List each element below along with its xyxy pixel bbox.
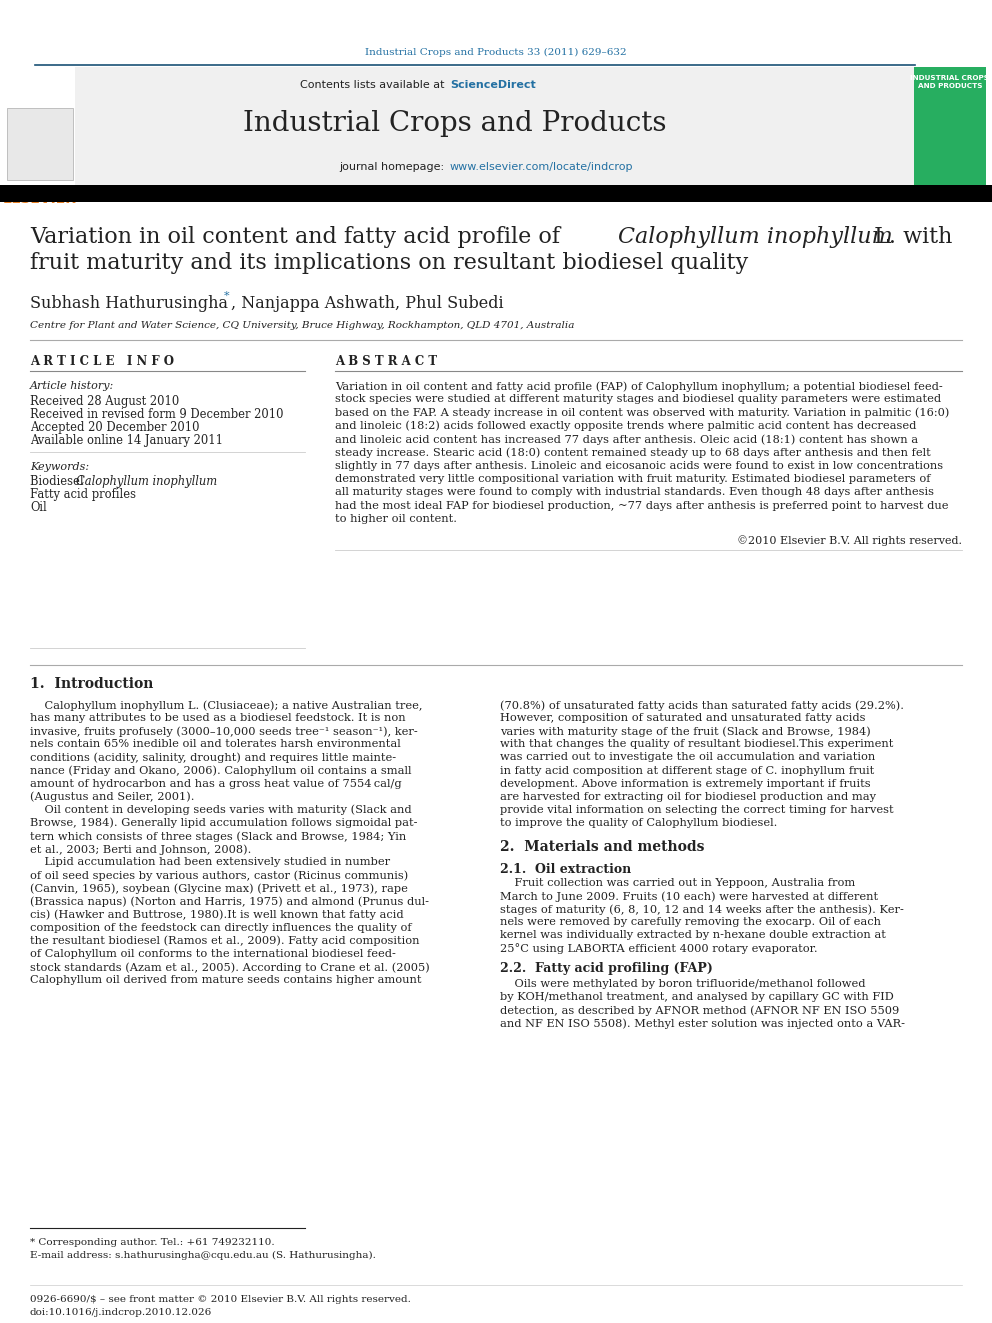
Text: Accepted 20 December 2010: Accepted 20 December 2010 bbox=[30, 421, 199, 434]
Text: stock species were studied at different maturity stages and biodiesel quality pa: stock species were studied at different … bbox=[335, 394, 941, 405]
Text: cis) (Hawker and Buttrose, 1980).It is well known that fatty acid: cis) (Hawker and Buttrose, 1980).It is w… bbox=[30, 910, 404, 921]
Text: ScienceDirect: ScienceDirect bbox=[450, 79, 536, 90]
Text: conditions (acidity, salinity, drought) and requires little mainte-: conditions (acidity, salinity, drought) … bbox=[30, 753, 396, 763]
Text: , Nanjappa Ashwath, Phul Subedi: , Nanjappa Ashwath, Phul Subedi bbox=[231, 295, 504, 312]
Text: (Canvin, 1965), soybean (Glycine max) (Privett et al., 1973), rape: (Canvin, 1965), soybean (Glycine max) (P… bbox=[30, 884, 408, 894]
Text: Oil content in developing seeds varies with maturity (Slack and: Oil content in developing seeds varies w… bbox=[30, 804, 412, 815]
Bar bbox=[7, 108, 73, 180]
Text: development. Above information is extremely important if fruits: development. Above information is extrem… bbox=[500, 779, 871, 789]
Text: Industrial Crops and Products: Industrial Crops and Products bbox=[243, 110, 667, 138]
Text: the resultant biodiesel (Ramos et al., 2009). Fatty acid composition: the resultant biodiesel (Ramos et al., 2… bbox=[30, 935, 420, 946]
Text: provide vital information on selecting the correct timing for harvest: provide vital information on selecting t… bbox=[500, 804, 894, 815]
Text: Received in revised form 9 December 2010: Received in revised form 9 December 2010 bbox=[30, 407, 284, 421]
Text: (70.8%) of unsaturated fatty acids than saturated fatty acids (29.2%).: (70.8%) of unsaturated fatty acids than … bbox=[500, 700, 904, 710]
Text: Calophyllum inophyllum L. (Clusiaceae); a native Australian tree,: Calophyllum inophyllum L. (Clusiaceae); … bbox=[30, 700, 423, 710]
Text: stages of maturity (6, 8, 10, 12 and 14 weeks after the anthesis). Ker-: stages of maturity (6, 8, 10, 12 and 14 … bbox=[500, 904, 904, 914]
Text: Industrial Crops and Products 33 (2011) 629–632: Industrial Crops and Products 33 (2011) … bbox=[365, 48, 627, 57]
Text: A B S T R A C T: A B S T R A C T bbox=[335, 355, 437, 368]
Text: 2.1.  Oil extraction: 2.1. Oil extraction bbox=[500, 863, 631, 876]
Text: to improve the quality of Calophyllum biodiesel.: to improve the quality of Calophyllum bi… bbox=[500, 818, 778, 828]
Text: Calophyllum oil derived from mature seeds contains higher amount: Calophyllum oil derived from mature seed… bbox=[30, 975, 422, 986]
Text: E-mail address: s.hathurusingha@cqu.edu.au (S. Hathurusingha).: E-mail address: s.hathurusingha@cqu.edu.… bbox=[30, 1252, 376, 1259]
Text: composition of the feedstock can directly influences the quality of: composition of the feedstock can directl… bbox=[30, 922, 412, 933]
Text: are harvested for extracting oil for biodiesel production and may: are harvested for extracting oil for bio… bbox=[500, 791, 876, 802]
Text: Subhash Hathurusingha: Subhash Hathurusingha bbox=[30, 295, 228, 312]
Text: tern which consists of three stages (Slack and Browse, 1984; Yin: tern which consists of three stages (Sla… bbox=[30, 831, 407, 841]
Text: in fatty acid composition at different stage of C. inophyllum fruit: in fatty acid composition at different s… bbox=[500, 766, 874, 775]
Text: Variation in oil content and fatty acid profile of: Variation in oil content and fatty acid … bbox=[30, 226, 567, 247]
Text: by KOH/methanol treatment, and analysed by capillary GC with FID: by KOH/methanol treatment, and analysed … bbox=[500, 992, 894, 1002]
Text: has many attributes to be used as a biodiesel feedstock. It is non: has many attributes to be used as a biod… bbox=[30, 713, 406, 724]
Text: and NF EN ISO 5508). Methyl ester solution was injected onto a VAR-: and NF EN ISO 5508). Methyl ester soluti… bbox=[500, 1019, 905, 1029]
Text: journal homepage:: journal homepage: bbox=[339, 161, 448, 172]
Text: Oils were methylated by boron trifluoride/methanol followed: Oils were methylated by boron trifluorid… bbox=[500, 979, 865, 990]
Bar bbox=[75, 67, 915, 185]
Text: detection, as described by AFNOR method (AFNOR NF EN ISO 5509: detection, as described by AFNOR method … bbox=[500, 1005, 900, 1016]
Text: kernel was individually extracted by n-hexane double extraction at: kernel was individually extracted by n-h… bbox=[500, 930, 886, 941]
Text: stock standards (Azam et al., 2005). According to Crane et al. (2005): stock standards (Azam et al., 2005). Acc… bbox=[30, 962, 430, 972]
Text: et al., 2003; Berti and Johnson, 2008).: et al., 2003; Berti and Johnson, 2008). bbox=[30, 844, 251, 855]
Text: was carried out to investigate the oil accumulation and variation: was carried out to investigate the oil a… bbox=[500, 753, 875, 762]
Text: nels contain 65% inedible oil and tolerates harsh environmental: nels contain 65% inedible oil and tolera… bbox=[30, 740, 401, 749]
Text: March to June 2009. Fruits (10 each) were harvested at different: March to June 2009. Fruits (10 each) wer… bbox=[500, 892, 878, 902]
Text: demonstrated very little compositional variation with fruit maturity. Estimated : demonstrated very little compositional v… bbox=[335, 474, 930, 484]
Bar bbox=[0, 185, 992, 202]
Text: 2.  Materials and methods: 2. Materials and methods bbox=[500, 840, 704, 855]
Text: Centre for Plant and Water Science, CQ University, Bruce Highway, Rockhampton, Q: Centre for Plant and Water Science, CQ U… bbox=[30, 321, 574, 329]
Text: nels were removed by carefully removing the exocarp. Oil of each: nels were removed by carefully removing … bbox=[500, 917, 881, 927]
Text: www.elsevier.com/locate/indcrop: www.elsevier.com/locate/indcrop bbox=[450, 161, 634, 172]
Text: Browse, 1984). Generally lipid accumulation follows sigmoidal pat-: Browse, 1984). Generally lipid accumulat… bbox=[30, 818, 418, 828]
Text: Fatty acid profiles: Fatty acid profiles bbox=[30, 488, 136, 501]
Text: Available online 14 January 2011: Available online 14 January 2011 bbox=[30, 434, 223, 447]
Text: 1.  Introduction: 1. Introduction bbox=[30, 677, 154, 691]
Text: 2.2.  Fatty acid profiling (FAP): 2.2. Fatty acid profiling (FAP) bbox=[500, 962, 713, 975]
Text: varies with maturity stage of the fruit (Slack and Browse, 1984): varies with maturity stage of the fruit … bbox=[500, 726, 871, 737]
Text: fruit maturity and its implications on resultant biodiesel quality: fruit maturity and its implications on r… bbox=[30, 251, 748, 274]
Text: nance (Friday and Okano, 2006). Calophyllum oil contains a small: nance (Friday and Okano, 2006). Calophyl… bbox=[30, 766, 412, 777]
Text: INDUSTRIAL CROPS
AND PRODUCTS: INDUSTRIAL CROPS AND PRODUCTS bbox=[911, 75, 989, 89]
Text: amount of hydrocarbon and has a gross heat value of 7554 cal/g: amount of hydrocarbon and has a gross he… bbox=[30, 779, 402, 789]
Text: Biodiesel: Biodiesel bbox=[30, 475, 87, 488]
Text: Keywords:: Keywords: bbox=[30, 462, 89, 472]
Bar bbox=[914, 67, 986, 185]
Text: 0926-6690/$ – see front matter © 2010 Elsevier B.V. All rights reserved.: 0926-6690/$ – see front matter © 2010 El… bbox=[30, 1295, 411, 1304]
Text: invasive, fruits profusely (3000–10,000 seeds tree⁻¹ season⁻¹), ker-: invasive, fruits profusely (3000–10,000 … bbox=[30, 726, 418, 737]
Text: had the most ideal FAP for biodiesel production, ~77 days after anthesis is pref: had the most ideal FAP for biodiesel pro… bbox=[335, 500, 948, 511]
Text: Lipid accumulation had been extensively studied in number: Lipid accumulation had been extensively … bbox=[30, 857, 390, 867]
Text: all maturity stages were found to comply with industrial standards. Even though : all maturity stages were found to comply… bbox=[335, 487, 934, 497]
Text: and linoleic acid content has increased 77 days after anthesis. Oleic acid (18:1: and linoleic acid content has increased … bbox=[335, 434, 919, 445]
Text: doi:10.1016/j.indcrop.2010.12.026: doi:10.1016/j.indcrop.2010.12.026 bbox=[30, 1308, 212, 1316]
Text: ELSEVIER: ELSEVIER bbox=[3, 192, 77, 206]
Text: of Calophyllum oil conforms to the international biodiesel feed-: of Calophyllum oil conforms to the inter… bbox=[30, 949, 396, 959]
Text: slightly in 77 days after anthesis. Linoleic and eicosanoic acids were found to : slightly in 77 days after anthesis. Lino… bbox=[335, 460, 943, 471]
Text: Oil: Oil bbox=[30, 501, 47, 515]
Text: A R T I C L E   I N F O: A R T I C L E I N F O bbox=[30, 355, 174, 368]
Text: 25°C using LABORTA efficient 4000 rotary evaporator.: 25°C using LABORTA efficient 4000 rotary… bbox=[500, 943, 817, 954]
Text: (Brassica napus) (Norton and Harris, 1975) and almond (Prunus dul-: (Brassica napus) (Norton and Harris, 197… bbox=[30, 897, 429, 908]
Text: with that changes the quality of resultant biodiesel.This experiment: with that changes the quality of resulta… bbox=[500, 740, 894, 749]
Text: to higher oil content.: to higher oil content. bbox=[335, 515, 457, 524]
Text: Variation in oil content and fatty acid profile (FAP) of Calophyllum inophyllum;: Variation in oil content and fatty acid … bbox=[335, 381, 942, 392]
Text: and linoleic (18:2) acids followed exactly opposite trends where palmitic acid c: and linoleic (18:2) acids followed exact… bbox=[335, 421, 917, 431]
Text: L. with: L. with bbox=[867, 226, 952, 247]
Text: ©2010 Elsevier B.V. All rights reserved.: ©2010 Elsevier B.V. All rights reserved. bbox=[737, 534, 962, 546]
Text: Article history:: Article history: bbox=[30, 381, 114, 392]
Text: However, composition of saturated and unsaturated fatty acids: However, composition of saturated and un… bbox=[500, 713, 865, 724]
Text: steady increase. Stearic acid (18:0) content remained steady up to 68 days after: steady increase. Stearic acid (18:0) con… bbox=[335, 447, 930, 458]
Text: Calophyllum inophyllum: Calophyllum inophyllum bbox=[76, 475, 217, 488]
Text: Fruit collection was carried out in Yeppoon, Australia from: Fruit collection was carried out in Yepp… bbox=[500, 878, 855, 888]
Text: Received 28 August 2010: Received 28 August 2010 bbox=[30, 396, 180, 407]
Text: Contents lists available at: Contents lists available at bbox=[300, 79, 448, 90]
Text: Calophyllum inophyllum: Calophyllum inophyllum bbox=[618, 226, 893, 247]
Text: based on the FAP. A steady increase in oil content was observed with maturity. V: based on the FAP. A steady increase in o… bbox=[335, 407, 949, 418]
Text: * Corresponding author. Tel.: +61 749232110.: * Corresponding author. Tel.: +61 749232… bbox=[30, 1238, 275, 1248]
Text: (Augustus and Seiler, 2001).: (Augustus and Seiler, 2001). bbox=[30, 791, 194, 802]
Text: *: * bbox=[224, 291, 229, 302]
Text: of oil seed species by various authors, castor (Ricinus communis): of oil seed species by various authors, … bbox=[30, 871, 409, 881]
